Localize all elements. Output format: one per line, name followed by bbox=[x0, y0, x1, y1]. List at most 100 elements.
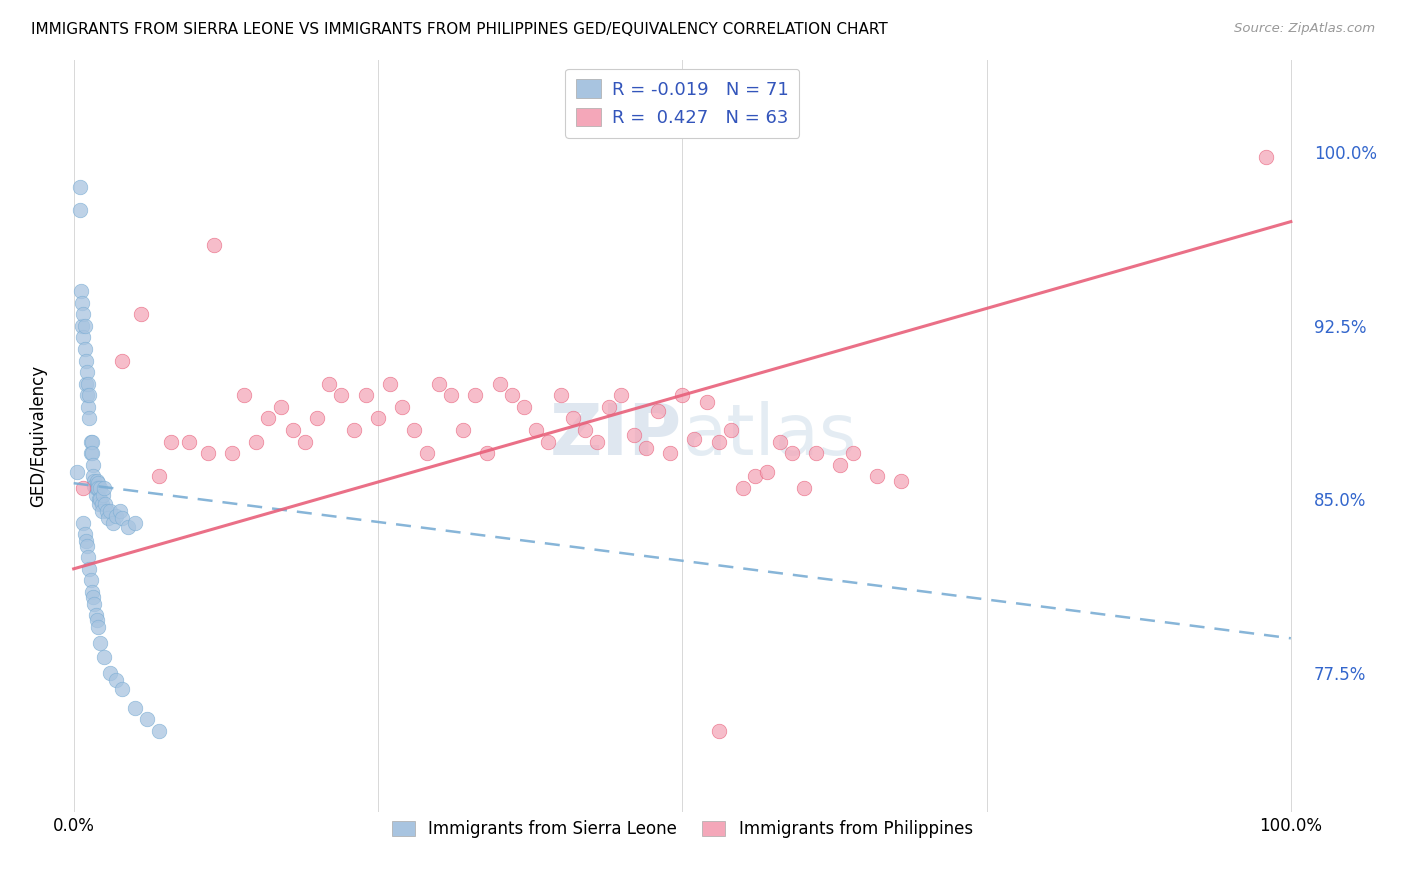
Point bbox=[756, 465, 779, 479]
Point bbox=[89, 497, 111, 511]
Point bbox=[66, 465, 89, 479]
Point bbox=[245, 434, 267, 449]
Point bbox=[80, 434, 103, 449]
Point bbox=[307, 411, 329, 425]
Point bbox=[76, 365, 98, 379]
Point bbox=[111, 353, 134, 368]
Point bbox=[69, 202, 91, 217]
Point bbox=[73, 342, 96, 356]
Point bbox=[80, 574, 103, 588]
Point bbox=[780, 446, 803, 460]
Point bbox=[744, 469, 766, 483]
Point bbox=[89, 481, 111, 495]
Point bbox=[69, 180, 91, 194]
Point bbox=[841, 446, 863, 460]
Point bbox=[659, 446, 682, 460]
Point bbox=[830, 458, 852, 472]
Point bbox=[537, 434, 560, 449]
Point bbox=[720, 423, 742, 437]
Text: ZIP: ZIP bbox=[550, 401, 682, 470]
Point bbox=[80, 446, 103, 460]
Point bbox=[83, 474, 105, 488]
Point bbox=[77, 400, 100, 414]
Point bbox=[440, 388, 463, 402]
Point bbox=[804, 446, 827, 460]
Point bbox=[80, 446, 103, 460]
Point bbox=[488, 376, 510, 391]
Point bbox=[623, 427, 645, 442]
Point bbox=[94, 497, 117, 511]
Point bbox=[84, 481, 107, 495]
Point bbox=[75, 376, 97, 391]
Point bbox=[634, 442, 657, 456]
Point bbox=[96, 504, 118, 518]
Point bbox=[233, 388, 256, 402]
Point bbox=[281, 423, 304, 437]
Point bbox=[354, 388, 377, 402]
Point bbox=[550, 388, 572, 402]
Point bbox=[124, 516, 146, 530]
Point bbox=[84, 608, 107, 623]
Y-axis label: GED/Equivalency: GED/Equivalency bbox=[30, 365, 46, 507]
Point bbox=[70, 318, 93, 333]
Point bbox=[415, 446, 437, 460]
Point bbox=[610, 388, 633, 402]
Point bbox=[671, 388, 693, 402]
Point bbox=[683, 432, 706, 446]
Text: IMMIGRANTS FROM SIERRA LEONE VS IMMIGRANTS FROM PHILIPPINES GED/EQUIVALENCY CORR: IMMIGRANTS FROM SIERRA LEONE VS IMMIGRAN… bbox=[31, 22, 887, 37]
Point bbox=[330, 388, 353, 402]
Point bbox=[586, 434, 609, 449]
Point bbox=[342, 423, 364, 437]
Point bbox=[148, 723, 170, 738]
Legend: Immigrants from Sierra Leone, Immigrants from Philippines: Immigrants from Sierra Leone, Immigrants… bbox=[385, 814, 980, 845]
Point bbox=[707, 723, 730, 738]
Point bbox=[105, 673, 128, 687]
Point bbox=[93, 649, 115, 664]
Point bbox=[378, 376, 401, 391]
Point bbox=[561, 411, 583, 425]
Point bbox=[87, 481, 110, 495]
Point bbox=[135, 712, 157, 726]
Point bbox=[404, 423, 426, 437]
Point bbox=[179, 434, 201, 449]
Point bbox=[101, 516, 124, 530]
Text: Source: ZipAtlas.com: Source: ZipAtlas.com bbox=[1234, 22, 1375, 36]
Point bbox=[98, 504, 121, 518]
Point bbox=[464, 388, 486, 402]
Point bbox=[257, 411, 280, 425]
Point bbox=[696, 395, 718, 409]
Point bbox=[72, 307, 94, 321]
Point bbox=[87, 476, 110, 491]
Point bbox=[124, 700, 146, 714]
Point bbox=[72, 481, 94, 495]
Point bbox=[707, 434, 730, 449]
Point bbox=[89, 492, 111, 507]
Point bbox=[501, 388, 523, 402]
Point bbox=[294, 434, 316, 449]
Point bbox=[97, 511, 120, 525]
Point bbox=[90, 504, 112, 518]
Point bbox=[111, 511, 134, 525]
Point bbox=[87, 620, 110, 634]
Point bbox=[79, 562, 101, 576]
Point bbox=[70, 295, 93, 310]
Point bbox=[80, 585, 103, 599]
Point bbox=[598, 400, 620, 414]
Point bbox=[91, 488, 114, 502]
Point bbox=[80, 434, 103, 449]
Point bbox=[793, 481, 815, 495]
Point bbox=[82, 469, 104, 483]
Point bbox=[318, 376, 340, 391]
Point bbox=[111, 682, 134, 697]
Point bbox=[451, 423, 474, 437]
Point bbox=[90, 497, 112, 511]
Point bbox=[86, 481, 108, 495]
Point bbox=[93, 481, 115, 495]
Point bbox=[391, 400, 413, 414]
Point bbox=[513, 400, 536, 414]
Point bbox=[89, 492, 111, 507]
Point bbox=[427, 376, 450, 391]
Point bbox=[75, 353, 97, 368]
Point bbox=[79, 388, 101, 402]
Point bbox=[160, 434, 183, 449]
